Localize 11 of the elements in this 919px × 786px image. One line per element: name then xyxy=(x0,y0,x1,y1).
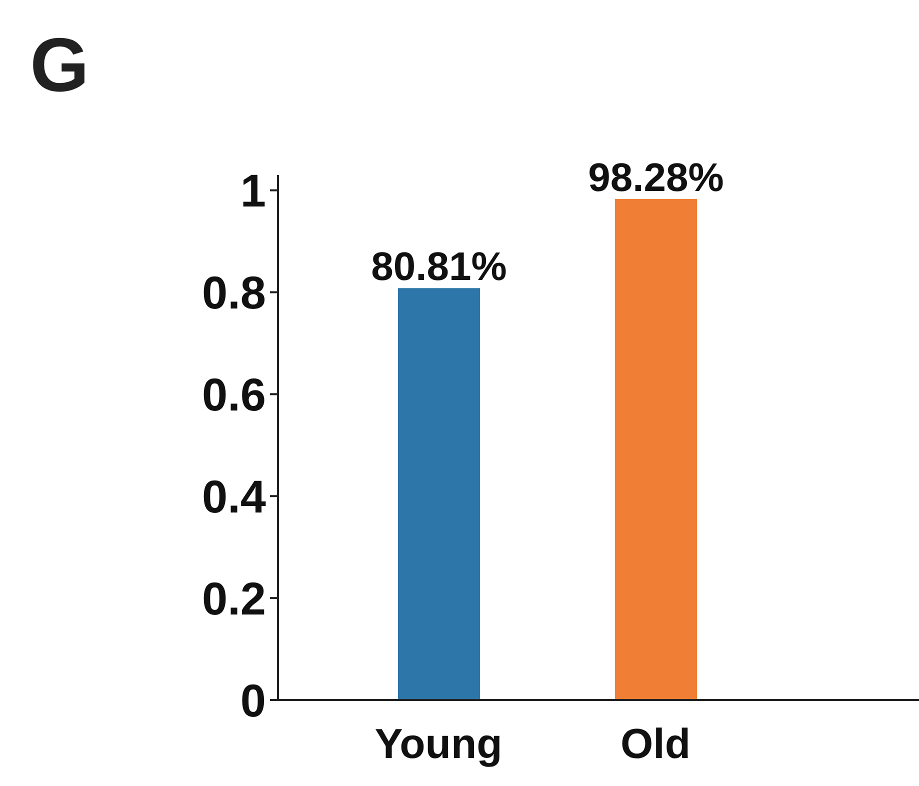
y-tick-label: 1 xyxy=(240,164,266,217)
data-label: 98.28% xyxy=(588,156,724,200)
x-tick-label: Young xyxy=(374,720,502,767)
data-label: 80.81% xyxy=(371,245,507,290)
y-tick-label: 0 xyxy=(240,674,266,726)
x-tick-label: Old xyxy=(620,720,690,767)
y-tick-label: 0.8 xyxy=(202,266,266,319)
chart-title: G xyxy=(30,23,90,108)
y-tick-label: 0.2 xyxy=(202,572,266,624)
y-tick-label: 0.6 xyxy=(202,368,266,421)
y-tick-label: 0.4 xyxy=(202,470,266,522)
